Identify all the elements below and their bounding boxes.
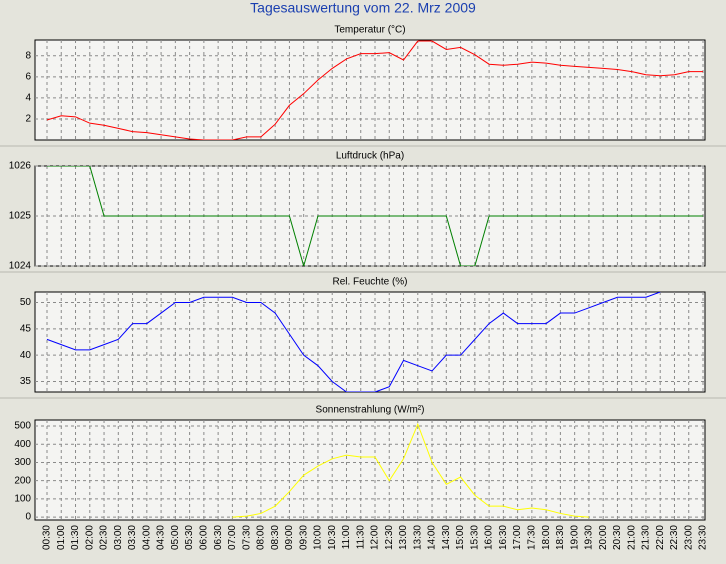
y-tick-label: 4: [25, 93, 31, 104]
x-tick-label: 12:00: [370, 525, 381, 550]
x-tick-label: 23:00: [683, 525, 694, 550]
y-tick-label: 500: [14, 421, 31, 432]
x-tick-label: 02:00: [84, 525, 95, 550]
y-tick-label: 45: [20, 323, 32, 334]
x-tick-label: 01:30: [70, 525, 81, 550]
x-tick-label: 10:30: [327, 525, 338, 550]
x-tick-label: 08:00: [256, 525, 267, 550]
x-tick-label: 19:00: [569, 525, 580, 550]
data-line: [232, 422, 589, 518]
y-tick-label: 6: [25, 71, 31, 82]
y-tick-label: 400: [14, 439, 31, 450]
x-tick-label: 11:30: [355, 525, 366, 550]
x-tick-label: 22:30: [669, 525, 680, 550]
y-tick-label: 100: [14, 494, 31, 505]
x-tick-label: 07:00: [227, 525, 238, 550]
x-tick-label: 20:30: [612, 525, 623, 550]
x-tick-label: 18:00: [541, 525, 552, 550]
data-line: [46, 40, 703, 140]
x-tick-label: 21:30: [641, 525, 652, 550]
x-tick-label: 15:30: [469, 525, 480, 550]
chart-title: Luftdruck (hPa): [336, 151, 404, 162]
y-tick-label: 0: [25, 512, 31, 523]
x-tick-label: 07:30: [241, 525, 252, 550]
x-tick-label: 10:00: [313, 525, 324, 550]
x-tick-label: 06:30: [213, 525, 224, 550]
x-tick-label: 17:00: [512, 525, 523, 550]
y-tick-label: 8: [25, 50, 31, 61]
x-tick-label: 12:30: [384, 525, 395, 550]
y-tick-label: 50: [20, 297, 32, 308]
x-tick-label: 18:30: [555, 525, 566, 550]
y-tick-label: 1025: [9, 211, 32, 222]
x-tick-label: 04:30: [156, 525, 167, 550]
x-tick-label: 09:30: [298, 525, 309, 550]
data-line: [47, 166, 703, 266]
chart-title: Sonnenstrahlung (W/m²): [316, 405, 425, 416]
x-tick-label: 00:30: [42, 525, 53, 550]
x-tick-label: 09:00: [284, 525, 295, 550]
x-tick-label: 14:30: [441, 525, 452, 550]
y-tick-label: 300: [14, 457, 31, 468]
y-tick-label: 200: [14, 475, 31, 486]
x-tick-label: 22:00: [655, 525, 666, 550]
page-title: Tagesauswertung vom 22. Mrz 2009: [250, 0, 476, 16]
x-tick-label: 05:30: [184, 525, 195, 550]
y-tick-label: 1026: [9, 161, 32, 172]
plot-area: [34, 419, 706, 521]
data-line: [46, 292, 661, 392]
x-tick-label: 13:00: [398, 525, 409, 550]
plot-area: [34, 291, 706, 393]
x-tick-label: 11:00: [341, 525, 352, 550]
x-tick-label: 16:30: [498, 525, 509, 550]
x-tick-label: 23:30: [698, 525, 709, 550]
x-tick-label: 03:00: [113, 525, 124, 550]
y-tick-label: 40: [20, 350, 32, 361]
x-tick-label: 06:00: [199, 525, 210, 550]
y-tick-label: 2: [25, 114, 31, 125]
plot-area: [34, 39, 706, 141]
x-tick-label: 03:30: [127, 525, 138, 550]
x-tick-label: 02:30: [99, 525, 110, 550]
x-tick-label: 17:30: [527, 525, 538, 550]
x-tick-label: 20:00: [598, 525, 609, 550]
x-tick-label: 08:30: [270, 525, 281, 550]
x-tick-label: 05:00: [170, 525, 181, 550]
x-tick-label: 13:30: [412, 525, 423, 550]
x-tick-label: 15:00: [455, 525, 466, 550]
chart-title: Rel. Feuchte (%): [332, 277, 407, 288]
y-tick-label: 35: [20, 376, 32, 387]
x-tick-label: 19:30: [584, 525, 595, 550]
x-tick-label: 04:00: [141, 525, 152, 550]
x-tick-label: 14:00: [427, 525, 438, 550]
y-tick-label: 1024: [9, 261, 32, 272]
x-tick-label: 21:00: [626, 525, 637, 550]
x-tick-label: 01:00: [56, 525, 67, 550]
chart-title: Temperatur (°C): [334, 25, 405, 36]
x-tick-label: 16:00: [484, 525, 495, 550]
